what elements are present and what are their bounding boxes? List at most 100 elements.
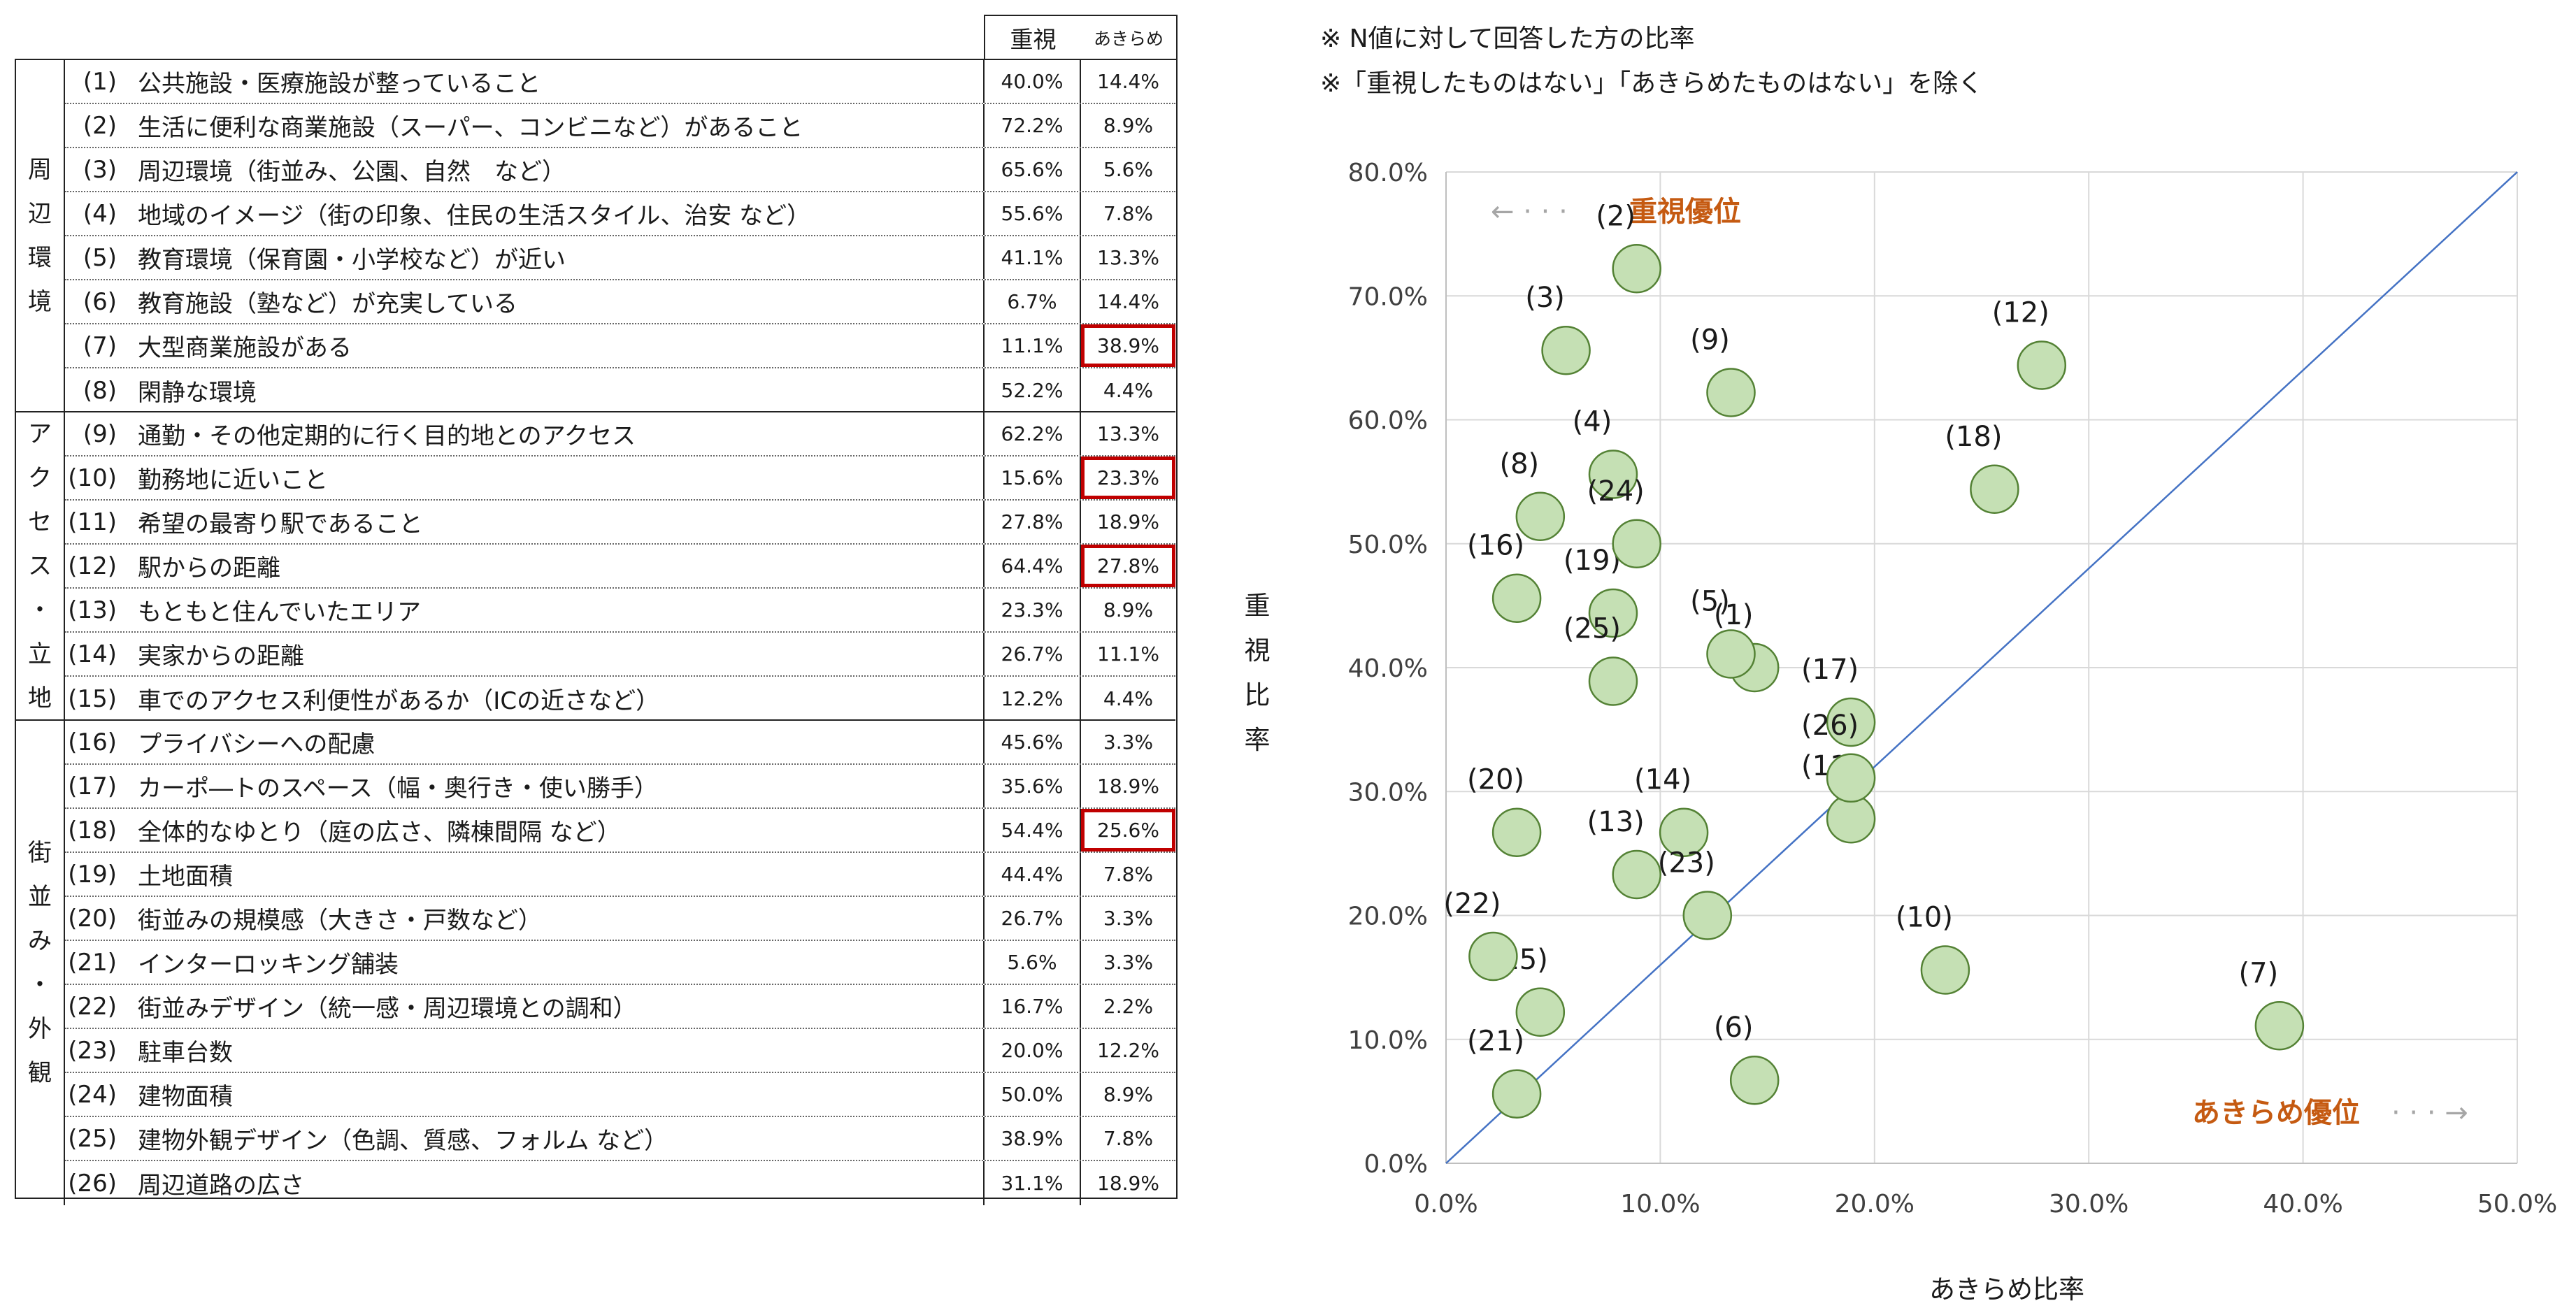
row-number: (1) <box>83 67 117 96</box>
row-text: 勤務地に近いこと <box>138 466 328 494</box>
group-label-char: 立 <box>28 640 52 668</box>
akirame-value: 38.9% <box>1080 324 1175 367</box>
data-point <box>2017 340 2067 390</box>
row-number: (12) <box>68 552 117 580</box>
row-label: (3) 周辺環境（街並み、公園、自然 など） <box>65 148 983 191</box>
data-point-label: (22) <box>1443 888 1501 920</box>
akirame-value: 11.1% <box>1080 633 1175 675</box>
group-label-char: 外 <box>28 1014 52 1043</box>
row-text: 周辺道路の広さ <box>138 1172 304 1200</box>
akirame-value: 18.9% <box>1080 501 1175 543</box>
akirame-value: 3.3% <box>1080 897 1175 940</box>
row-number: (5) <box>83 243 117 272</box>
data-point-label: (25) <box>1564 612 1621 645</box>
row-text: 街並みの規模感（大きさ・戸数など） <box>138 907 542 935</box>
row-text: 周辺環境（街並み、公園、自然 など） <box>138 158 566 186</box>
y-tick-label: 60.0% <box>1348 407 1428 436</box>
juushi-value: 27.8% <box>983 501 1080 543</box>
juushi-value: 65.6% <box>983 148 1080 191</box>
row-text: 建物面積 <box>138 1083 233 1111</box>
y-axis-label-char: 率 <box>1244 725 1271 755</box>
juushi-value: 23.3% <box>983 589 1080 631</box>
data-point <box>1706 368 1756 417</box>
row-label: (17) カーポ―トのスペース（幅・奥行き・使い勝手） <box>65 765 983 807</box>
right-arrow-icon: · · · → <box>2391 1097 2468 1129</box>
data-point-label: (10) <box>1896 901 1953 933</box>
row-text: 駅からの距離 <box>138 554 280 582</box>
row-text: 大型商業施設がある <box>138 334 352 362</box>
data-point <box>1491 573 1542 623</box>
data-point-label: (16) <box>1467 530 1524 562</box>
data-point <box>1826 753 1876 803</box>
table-row: (3) 周辺環境（街並み、公園、自然 など） 65.6% 5.6% <box>65 148 1175 192</box>
table-row: (6) 教育施設（塾など）が充実している 6.7% 14.4% <box>65 280 1175 324</box>
data-point-label: (3) <box>1525 282 1565 314</box>
row-label: (18) 全体的なゆとり（庭の広さ、隣棟間隔 など） <box>65 809 983 851</box>
akirame-value: 13.3% <box>1080 412 1175 455</box>
akirame-value: 3.3% <box>1080 721 1175 763</box>
akirame-value: 14.4% <box>1080 60 1175 103</box>
row-label: (19) 土地面積 <box>65 853 983 896</box>
header-akirame: あきらめ <box>1081 15 1178 59</box>
data-point-label: (9) <box>1690 324 1730 357</box>
y-tick-label: 0.0% <box>1364 1150 1428 1179</box>
akirame-value: 18.9% <box>1080 1161 1175 1205</box>
group-separator <box>16 719 1175 721</box>
juushi-value: 55.6% <box>983 192 1080 235</box>
group-label-char: 並 <box>28 882 52 911</box>
row-number: (15) <box>68 684 117 713</box>
data-point-label: (8) <box>1499 448 1539 480</box>
group-label-char: ・ <box>28 970 52 999</box>
table-row: (8) 閑静な環境 52.2% 4.4% <box>65 368 1175 412</box>
data-point-label: (20) <box>1467 764 1524 796</box>
row-number: (21) <box>68 948 117 977</box>
table-row: (21) インターロッキング舗装 5.6% 3.3% <box>65 941 1175 985</box>
table-row: (11) 希望の最寄り駅であること 27.8% 18.9% <box>65 501 1175 545</box>
data-point <box>1612 244 1661 294</box>
data-point-label: (2) <box>1596 200 1636 232</box>
row-label: (22) 街並みデザイン（統一感・周辺環境との調和） <box>65 985 983 1028</box>
row-label: (23) 駐車台数 <box>65 1029 983 1072</box>
row-text: 土地面積 <box>138 863 233 891</box>
group-label-char: み <box>28 926 52 955</box>
table-row: (2) 生活に便利な商業施設（スーパー、コンビニなど）があること 72.2% 8.9% <box>65 104 1175 148</box>
row-number: (4) <box>83 199 117 228</box>
juushi-value: 72.2% <box>983 104 1080 147</box>
x-tick-label: 30.0% <box>2049 1190 2128 1219</box>
row-text: 全体的なゆとり（庭の広さ、隣棟間隔 など） <box>138 819 621 847</box>
row-number: (17) <box>68 772 117 800</box>
row-number: (9) <box>83 419 117 448</box>
group-label-char: 辺 <box>28 200 52 228</box>
row-number: (18) <box>68 816 117 845</box>
table-row: (24) 建物面積 50.0% 8.9% <box>65 1073 1175 1117</box>
group-label: 街並み・外観 <box>16 721 65 1205</box>
akirame-value: 27.8% <box>1080 545 1175 587</box>
row-text: もともと住んでいたエリア <box>138 598 421 626</box>
row-label: (5) 教育環境（保育園・小学校など）が近い <box>65 236 983 279</box>
row-text: 閑静な環境 <box>138 379 257 407</box>
table-row: (17) カーポ―トのスペース（幅・奥行き・使い勝手） 35.6% 18.9% <box>65 765 1175 809</box>
data-point <box>2254 1001 2305 1051</box>
row-number: (14) <box>68 640 117 668</box>
row-text: 通勤・その他定期的に行く目的地とのアクセス <box>138 422 636 450</box>
row-label: (1) 公共施設・医療施設が整っていること <box>65 60 983 103</box>
akirame-value: 12.2% <box>1080 1029 1175 1072</box>
table-row: (10) 勤務地に近いこと 15.6% 23.3% <box>65 457 1175 501</box>
juushi-value: 12.2% <box>983 677 1080 721</box>
data-point-label: (14) <box>1634 764 1691 796</box>
row-label: (16) プライバシーへの配慮 <box>65 721 983 763</box>
akirame-value: 7.8% <box>1080 1117 1175 1160</box>
row-number: (13) <box>68 596 117 624</box>
group-label-char: 街 <box>28 838 52 867</box>
table-row: (9) 通勤・その他定期的に行く目的地とのアクセス 62.2% 13.3% <box>65 412 1175 457</box>
row-text: カーポ―トのスペース（幅・奥行き・使い勝手） <box>138 775 658 803</box>
row-text: プライバシーへの配慮 <box>138 731 375 759</box>
data-point-label: (17) <box>1801 654 1859 686</box>
juushi-value: 44.4% <box>983 853 1080 896</box>
data-point <box>1515 987 1566 1037</box>
row-number: (3) <box>83 155 117 184</box>
juushi-value: 41.1% <box>983 236 1080 279</box>
row-number: (23) <box>68 1036 117 1065</box>
row-number: (8) <box>83 376 117 405</box>
